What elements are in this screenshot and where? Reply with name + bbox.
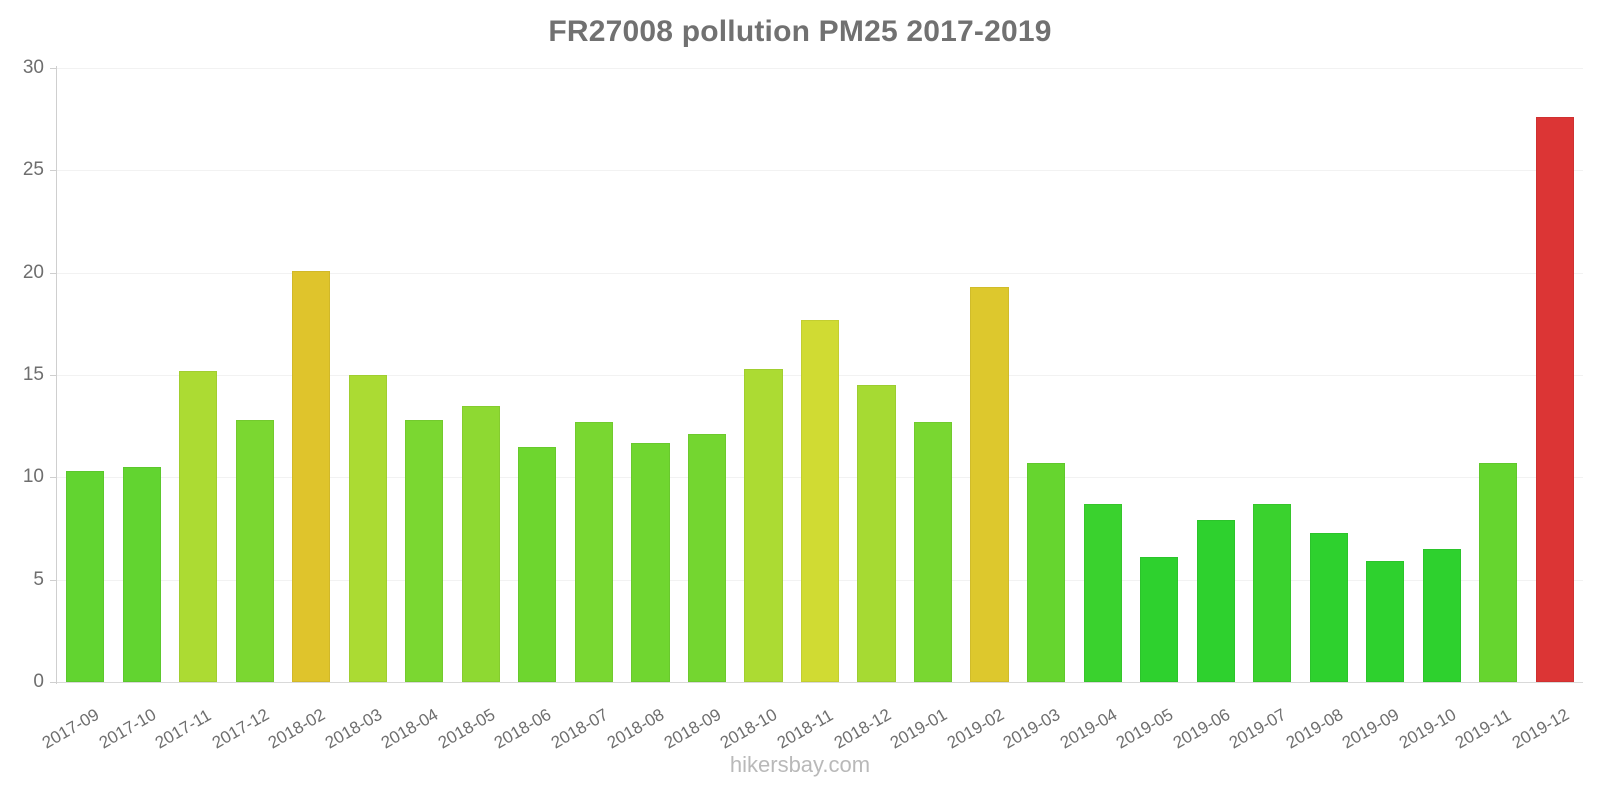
x-tick-label-2018-12: 2018-12 <box>830 704 894 753</box>
bar-2017-12[interactable] <box>235 420 274 682</box>
source-watermark: hikersbay.com <box>729 752 871 777</box>
y-tick-mark-20 <box>50 272 56 274</box>
bar-2019-05[interactable] <box>1140 557 1179 682</box>
gridline-25 <box>57 170 1583 172</box>
bar-2018-02[interactable] <box>292 270 331 682</box>
x-tick-label-2018-11: 2018-11 <box>773 705 837 753</box>
bar-2019-11[interactable] <box>1479 463 1518 682</box>
bar-2018-03[interactable] <box>348 375 387 682</box>
x-tick-label-2018-09: 2018-09 <box>660 704 725 753</box>
bar-2018-04[interactable] <box>405 420 444 682</box>
bar-2018-05[interactable] <box>461 405 500 682</box>
x-tick-label-2017-12: 2017-12 <box>208 704 273 753</box>
x-tick-label-2019-01: 2019-01 <box>886 704 951 753</box>
chart-title: FR27008 pollution PM25 2017-2019 <box>548 15 1052 48</box>
bar-2018-10[interactable] <box>744 368 783 682</box>
bar-2018-06[interactable] <box>518 446 557 682</box>
bar-2019-02[interactable] <box>970 287 1009 682</box>
y-tick-label-20: 20 <box>22 261 44 283</box>
x-tick-label-2018-10: 2018-10 <box>717 704 781 753</box>
bar-2018-11[interactable] <box>800 319 840 682</box>
x-tick-label-2019-03: 2019-03 <box>999 704 1064 753</box>
bar-2019-06[interactable] <box>1196 520 1235 682</box>
y-tick-label-5: 5 <box>33 568 44 590</box>
x-tick-label-2019-02: 2019-02 <box>943 704 1007 753</box>
gridline-0 <box>57 682 1583 683</box>
bar-2019-10[interactable] <box>1422 548 1461 682</box>
x-tick-label-2019-06: 2019-06 <box>1169 704 1233 753</box>
gridline-30 <box>57 68 1583 69</box>
y-tick-mark-30 <box>50 68 56 69</box>
y-tick-mark-5 <box>50 579 56 581</box>
y-tick-label-15: 15 <box>22 364 44 385</box>
y-axis-line <box>56 66 57 684</box>
x-tick-label-2019-11: 2019-11 <box>1452 705 1515 753</box>
plot-area <box>57 68 1583 683</box>
x-tick-label-2018-08: 2018-08 <box>604 704 668 753</box>
bar-2019-01[interactable] <box>913 422 953 682</box>
x-tick-label-2019-10: 2019-10 <box>1395 704 1460 753</box>
y-tick-label-25: 25 <box>22 159 44 181</box>
x-tick-label-2019-07: 2019-07 <box>1225 704 1290 753</box>
bar-2019-07[interactable] <box>1253 503 1292 682</box>
bar-2017-10[interactable] <box>122 467 161 682</box>
bar-2019-03[interactable] <box>1026 463 1066 682</box>
x-tick-label-2017-11: 2017-11 <box>152 705 215 753</box>
y-tick-mark-25 <box>50 170 56 172</box>
x-tick-label-2018-04: 2018-04 <box>378 704 442 753</box>
bar-2018-07[interactable] <box>574 422 613 682</box>
y-tick-label-0: 0 <box>33 671 44 692</box>
x-tick-label-2019-04: 2019-04 <box>1056 704 1120 753</box>
x-tick-label-2019-09: 2019-09 <box>1339 704 1403 753</box>
bar-2019-04[interactable] <box>1083 503 1122 682</box>
bar-2017-11[interactable] <box>179 370 218 682</box>
x-tick-label-2017-09: 2017-09 <box>39 704 103 753</box>
x-tick-label-2019-05: 2019-05 <box>1112 704 1177 753</box>
bar-2019-09[interactable] <box>1366 561 1405 682</box>
bar-2018-12[interactable] <box>857 385 896 682</box>
gridline-20 <box>57 272 1583 274</box>
bar-2018-09[interactable] <box>687 434 727 682</box>
y-tick-label-30: 30 <box>22 57 44 78</box>
x-tick-label-2018-02: 2018-02 <box>265 704 329 753</box>
x-tick-label-2018-05: 2018-05 <box>434 704 499 753</box>
x-tick-label-2017-10: 2017-10 <box>95 704 160 753</box>
bar-2017-09[interactable] <box>66 471 105 682</box>
x-tick-label-2018-06: 2018-06 <box>491 704 555 753</box>
x-tick-label-2018-03: 2018-03 <box>321 704 386 753</box>
y-tick-mark-15 <box>50 375 56 376</box>
y-tick-mark-10 <box>50 477 56 479</box>
y-tick-label-10: 10 <box>22 466 44 488</box>
x-tick-label-2018-07: 2018-07 <box>547 704 612 753</box>
bar-2018-08[interactable] <box>631 442 670 682</box>
bar-2019-08[interactable] <box>1309 532 1348 682</box>
x-tick-label-2019-12: 2019-12 <box>1508 704 1573 753</box>
x-tick-label-2019-08: 2019-08 <box>1282 704 1347 753</box>
y-tick-mark-0 <box>50 682 56 683</box>
bar-2019-12[interactable] <box>1535 117 1574 682</box>
